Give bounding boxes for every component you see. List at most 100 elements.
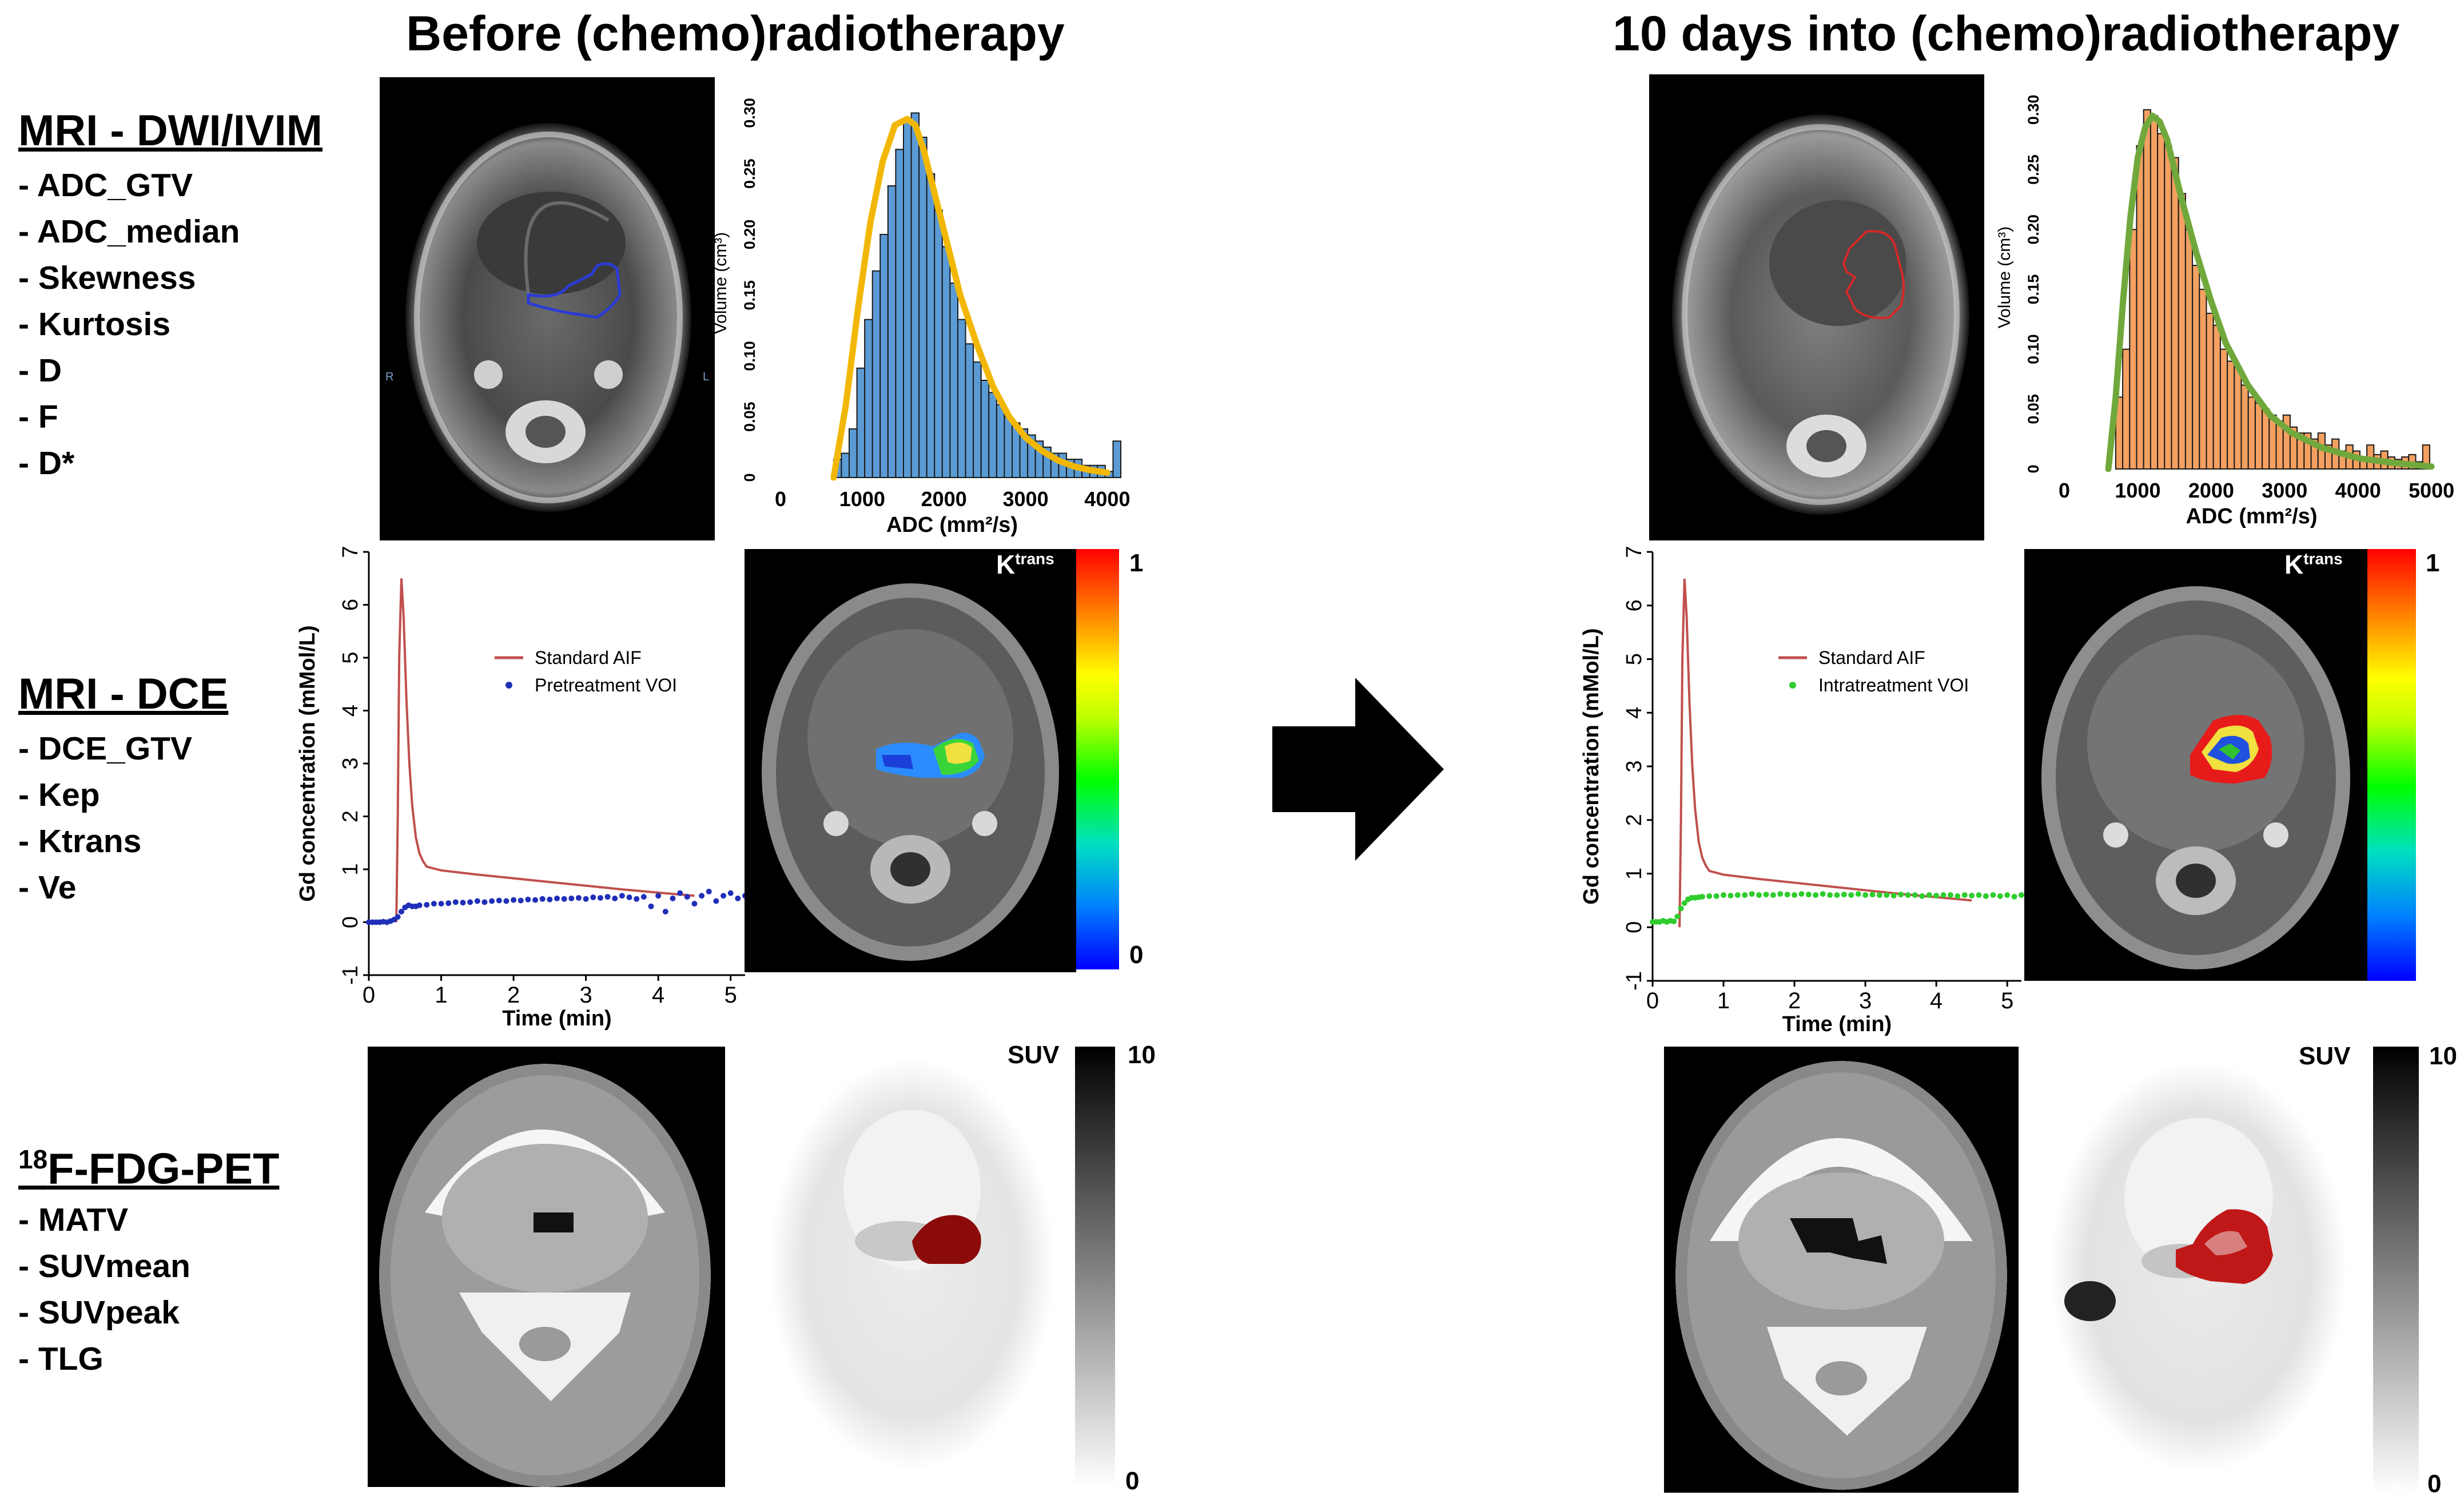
voi-data-point bbox=[1976, 892, 1982, 898]
y-tick-label: 3 bbox=[339, 757, 363, 769]
voi-data-point bbox=[713, 898, 719, 904]
y-tick-label: 0.15 bbox=[741, 280, 758, 311]
dwi-feature: ADC_GTV bbox=[18, 162, 323, 209]
voi-data-point bbox=[619, 893, 625, 899]
y-tick-label: 2 bbox=[339, 810, 363, 822]
x-tick-label: 5000 bbox=[2409, 479, 2454, 502]
voi-data-point bbox=[460, 900, 466, 906]
voi-data-point bbox=[1742, 892, 1748, 898]
x-axis-label: ADC (mm²/s) bbox=[886, 513, 1018, 537]
y-tick-label: 0 bbox=[339, 916, 363, 928]
voi-data-point bbox=[1884, 892, 1890, 898]
suv-scale-max-before: 10 bbox=[1128, 1041, 1156, 1069]
histogram-bar bbox=[2171, 157, 2179, 470]
voi-data-point bbox=[634, 896, 640, 902]
ktrans-label-main: K bbox=[2284, 550, 2304, 579]
ktrans-colorbar-before bbox=[1076, 549, 1119, 969]
pet-lesion-before bbox=[912, 1215, 981, 1264]
x-axis-label: Time (min) bbox=[502, 1007, 611, 1031]
x-tick-label: 2000 bbox=[2188, 479, 2234, 502]
x-tick-label: 4000 bbox=[2335, 479, 2381, 502]
histogram-bar bbox=[957, 319, 966, 478]
adc-histogram-before-svg: 0 1000 2000 3000 4000 0 0.05 0.10 0.15 0.20 0.25 0.… bbox=[711, 98, 1130, 537]
ktrans-label-during: Ktrans bbox=[2284, 549, 2343, 580]
dce-feature: DCE_GTV bbox=[18, 726, 228, 772]
histogram-bar bbox=[996, 404, 1005, 478]
voi-data-point bbox=[2019, 892, 2024, 898]
histogram-bar bbox=[871, 270, 881, 478]
histogram-bar bbox=[2240, 384, 2249, 470]
x-tick-label: 0 bbox=[1646, 988, 1659, 1013]
y-tick-label: 4 bbox=[339, 705, 363, 717]
tumor-contour-before bbox=[527, 262, 622, 319]
voi-data-point bbox=[496, 897, 502, 904]
pet-section: 18F-FDG-PET MATV SUVmean SUVpeak TLG bbox=[18, 1144, 279, 1382]
legend-label: Intratreatment VOI bbox=[1818, 675, 1969, 695]
histogram-bar bbox=[849, 428, 858, 478]
voi-data-point bbox=[677, 890, 683, 896]
voi-data-point bbox=[452, 899, 459, 905]
legend-label: Standard AIF bbox=[1818, 647, 1925, 668]
histogram-bar bbox=[864, 319, 873, 478]
x-axis-label: Time (min) bbox=[1782, 1012, 1892, 1036]
voi-data-point bbox=[1905, 892, 1911, 898]
histogram-bar bbox=[879, 234, 889, 478]
voi-data-point bbox=[1933, 892, 1940, 898]
y-tick-label: 1 bbox=[339, 863, 363, 875]
histogram-bar bbox=[2262, 408, 2270, 470]
histogram-bar bbox=[973, 361, 982, 478]
voi-data-point bbox=[1827, 892, 1833, 898]
dce-section: MRI - DCE DCE_GTV Kep Ktrans Ve bbox=[18, 669, 228, 911]
y-tick-label: 7 bbox=[339, 546, 363, 558]
suv-scale-min-before: 0 bbox=[1125, 1467, 1140, 1495]
voi-data-point bbox=[532, 897, 539, 903]
pet-title-main: F-FDG-PET bbox=[47, 1144, 280, 1194]
histogram-bar bbox=[2234, 367, 2242, 470]
y-tick-label: 6 bbox=[339, 599, 363, 611]
voi-data-point bbox=[424, 901, 430, 908]
histogram-bar bbox=[980, 380, 990, 478]
histogram-bar bbox=[910, 112, 920, 478]
voi-data-point bbox=[727, 890, 734, 896]
y-tick-label: 0.25 bbox=[741, 158, 758, 189]
y-tick-label: -1 bbox=[339, 965, 363, 985]
histogram-bar bbox=[2164, 145, 2172, 470]
voi-data-point bbox=[662, 909, 668, 914]
histogram-bar bbox=[2157, 133, 2166, 470]
histogram-bar bbox=[934, 209, 943, 478]
voi-data-point bbox=[1990, 892, 1996, 898]
voi-data-point bbox=[1947, 892, 1953, 898]
y-tick-label: 0.25 bbox=[2025, 154, 2042, 185]
voi-data-point bbox=[1955, 893, 1961, 899]
voi-data-point bbox=[604, 894, 611, 900]
ktrans-label-sup: trans bbox=[1015, 550, 1054, 568]
pet-title-sup: 18 bbox=[18, 1144, 48, 1174]
voi-data-point bbox=[575, 894, 582, 901]
adc-histogram-during: 0 1000 2000 3000 4000 5000 0 0.05 0.10 0.15 0.20 0.… bbox=[1995, 74, 2456, 528]
progression-arrow-icon bbox=[1272, 678, 1444, 861]
voi-data-point bbox=[655, 893, 662, 899]
voi-data-point bbox=[503, 898, 509, 904]
fit-curve bbox=[2105, 112, 2435, 472]
dce-feature-list: DCE_GTV Kep Ktrans Ve bbox=[18, 726, 228, 911]
histogram-bar bbox=[2192, 265, 2200, 470]
y-tick-label: 1 bbox=[1622, 868, 1646, 880]
histogram-bar bbox=[2143, 109, 2151, 470]
voi-data-point bbox=[1876, 892, 1882, 898]
ktrans-map-before: Ktrans bbox=[745, 549, 1076, 972]
voi-data-point bbox=[1862, 892, 1869, 898]
voi-data-point bbox=[1961, 892, 1968, 898]
y-tick-label: 5 bbox=[339, 651, 363, 663]
voi-data-point bbox=[489, 898, 495, 904]
dwi-section-title: MRI - DWI/IVIM bbox=[18, 106, 323, 155]
legend-label: Pretreatment VOI bbox=[535, 675, 677, 695]
voi-data-point bbox=[735, 895, 741, 901]
adc-histogram-during-svg: 0 1000 2000 3000 4000 5000 0 0.05 0.10 0.15 0.20 0.… bbox=[1995, 95, 2454, 528]
suv-colorbar-during bbox=[2373, 1047, 2419, 1493]
voi-data-point bbox=[1763, 892, 1769, 898]
suv-label-during: SUV bbox=[2299, 1042, 2351, 1070]
x-tick-label: 0 bbox=[775, 487, 786, 511]
histogram-bar bbox=[965, 343, 974, 478]
histogram-bar bbox=[926, 173, 936, 478]
voi-data-point bbox=[1749, 891, 1755, 897]
